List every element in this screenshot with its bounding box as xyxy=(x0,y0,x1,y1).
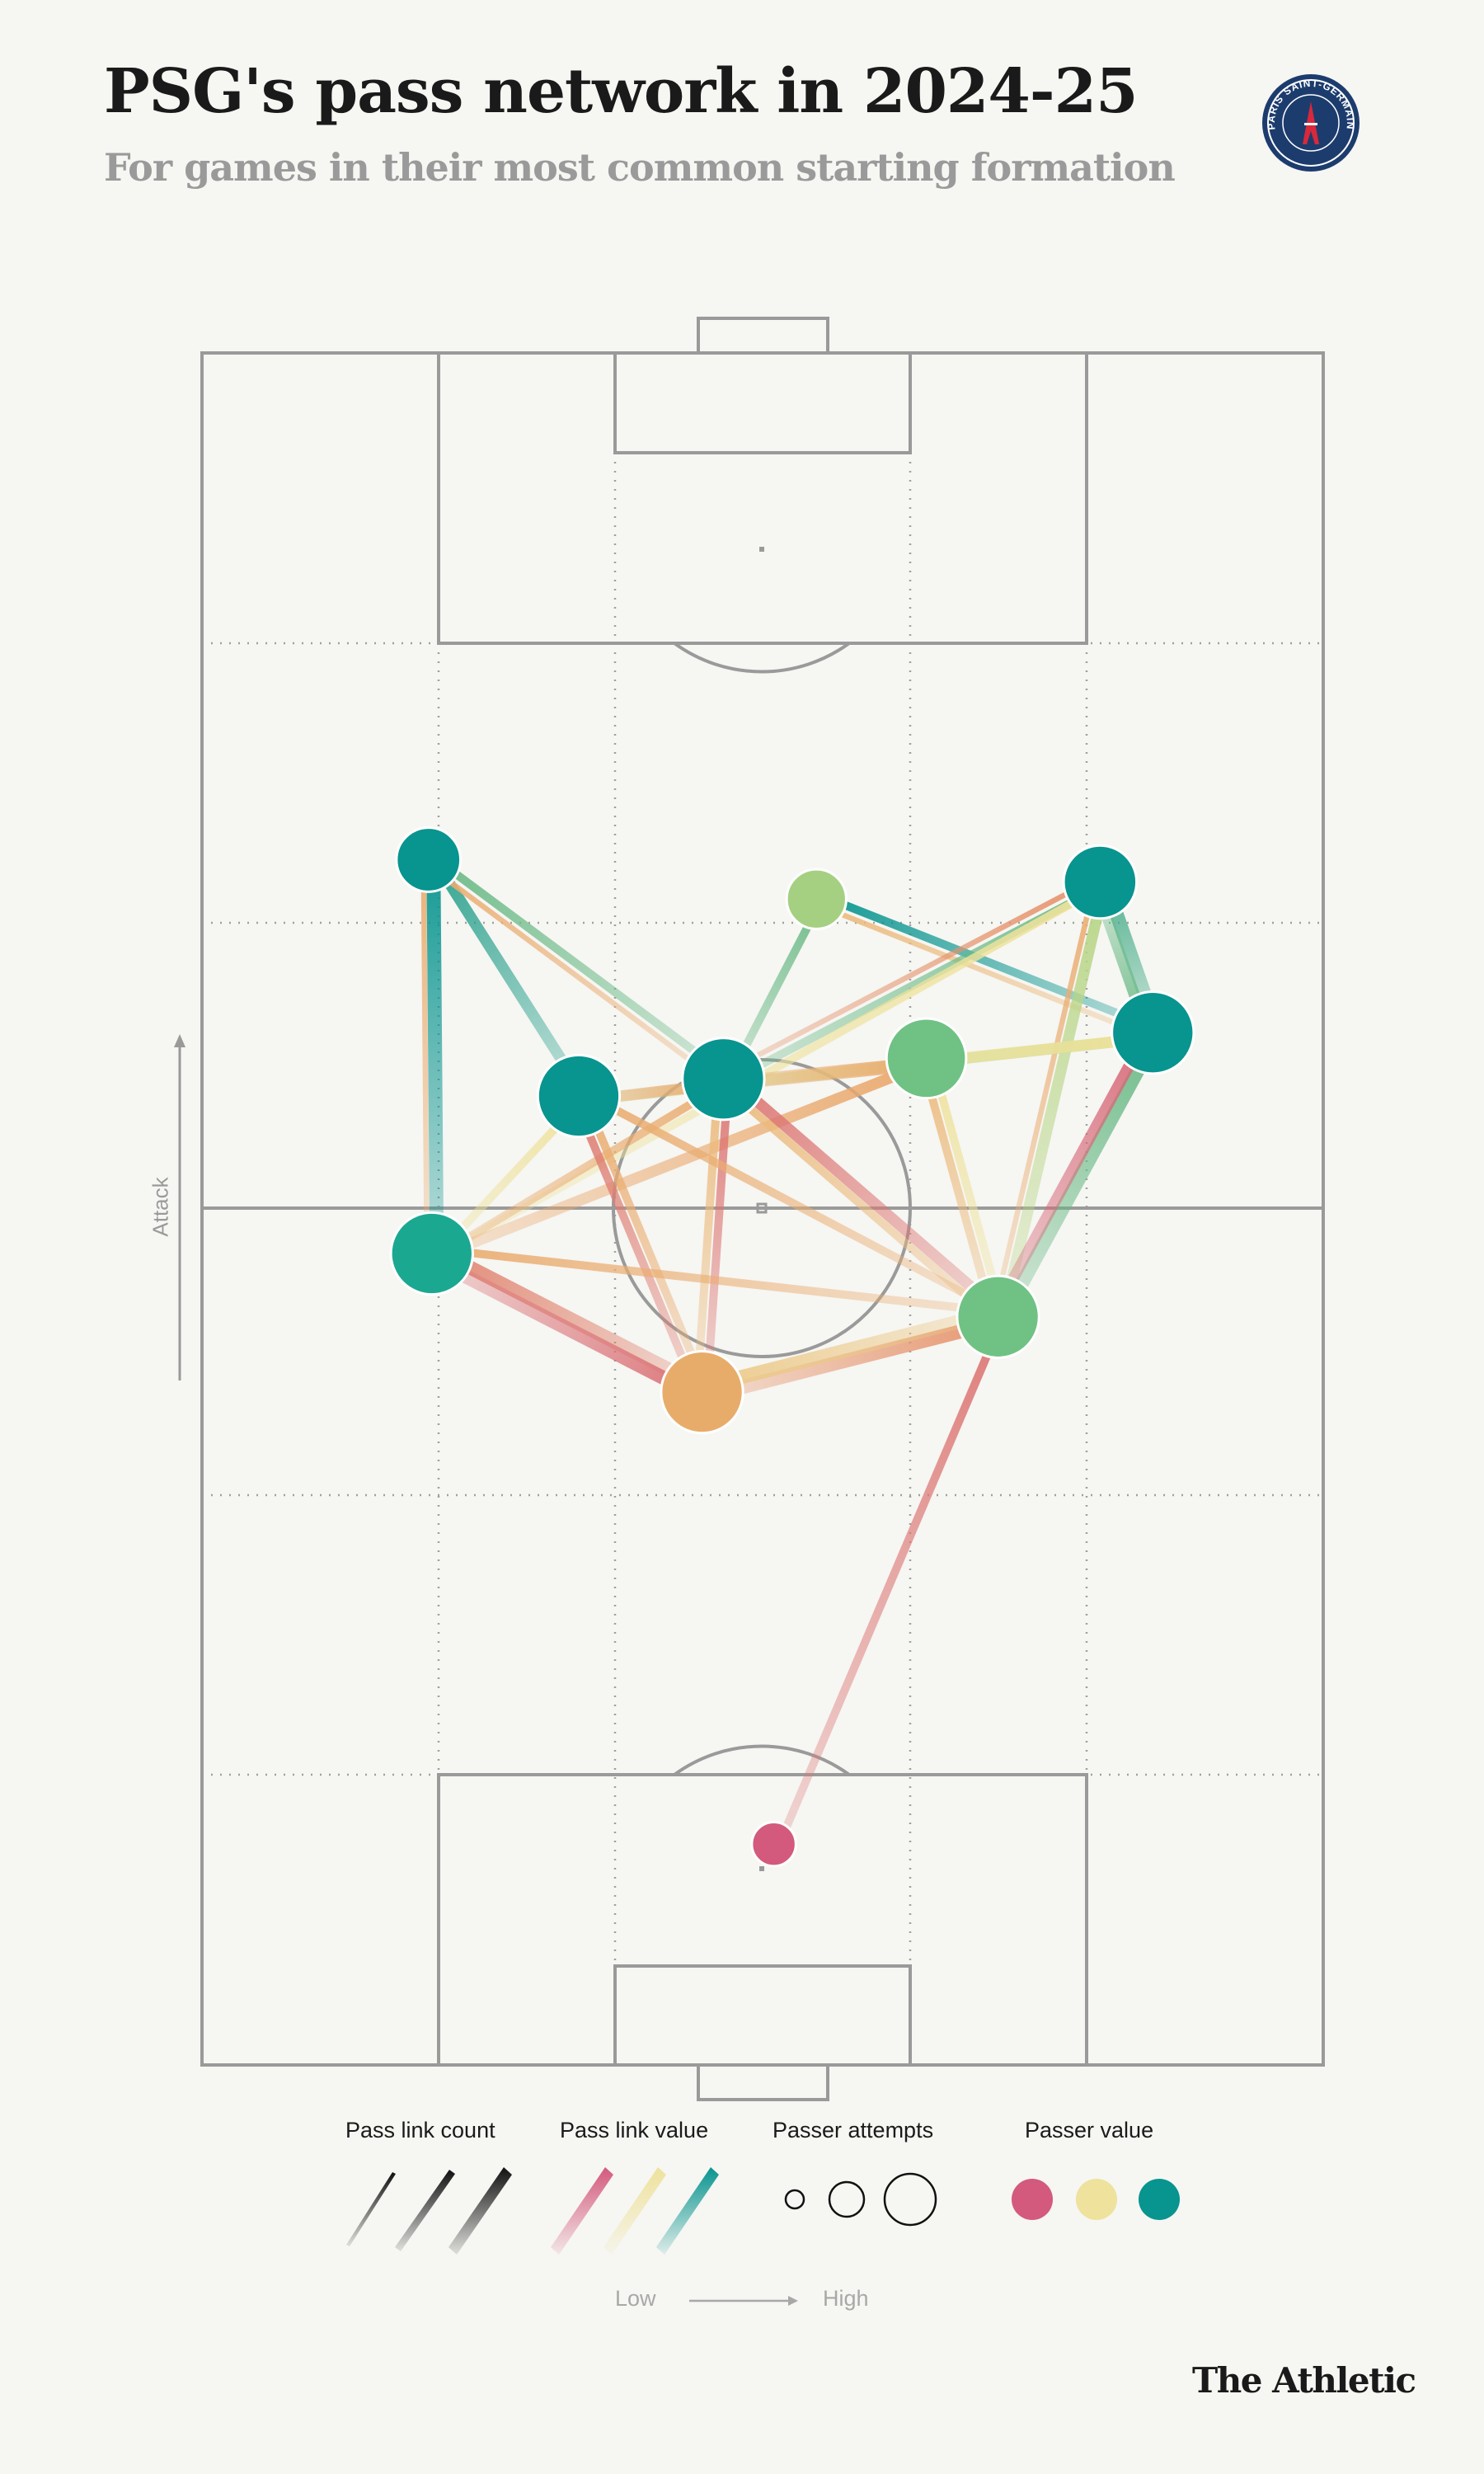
pass-link xyxy=(426,1251,703,1404)
chart-subtitle: For games in their most common starting … xyxy=(104,145,1176,190)
pass-link xyxy=(429,852,729,1079)
bottom-six-yard-box xyxy=(613,1964,912,2067)
pass-link xyxy=(431,1244,999,1316)
pass-link xyxy=(424,861,722,1085)
pass-link xyxy=(917,1058,998,1319)
legend-pass-link-count: Pass link count xyxy=(345,2118,495,2142)
pass-link xyxy=(579,1092,711,1392)
pass-link xyxy=(722,1070,1005,1318)
pass-link xyxy=(693,1078,723,1393)
pass-link xyxy=(774,1317,1007,1848)
pass-link xyxy=(813,901,1153,1040)
legend-low-label: Low xyxy=(615,2286,656,2311)
legend-passer-attempts: Passer attempts xyxy=(773,2118,934,2142)
player-node xyxy=(660,1349,744,1435)
legend-high-label: High xyxy=(823,2286,869,2311)
top-goal xyxy=(697,317,829,355)
pass-link xyxy=(420,859,430,1254)
player-node xyxy=(389,1211,474,1296)
pass-link xyxy=(927,1056,1007,1317)
legend-count-icons xyxy=(346,2167,1180,2306)
player-node xyxy=(750,1820,797,1868)
pass-link xyxy=(570,1096,702,1396)
pass-link xyxy=(428,854,588,1097)
bottom-goal xyxy=(697,2063,829,2101)
pass-link xyxy=(989,1028,1153,1318)
passer-value-low-dot xyxy=(1012,2179,1053,2220)
center-spot xyxy=(756,1202,768,1214)
pass-link xyxy=(430,1243,708,1395)
player-node xyxy=(885,1017,968,1100)
player-node xyxy=(395,826,463,893)
pass-link xyxy=(426,859,444,1253)
value-high-stroke xyxy=(656,2167,719,2255)
player-node xyxy=(956,1274,1040,1359)
player-node xyxy=(1111,990,1195,1075)
pitch-grid xyxy=(202,353,1323,2065)
value-mid-stroke xyxy=(603,2167,666,2255)
chart-title: PSG's pass network in 2024-25 xyxy=(104,56,1139,127)
center-circle xyxy=(612,1058,912,1358)
pass-link xyxy=(432,1079,729,1262)
count-low-stroke xyxy=(346,2172,396,2246)
legend-passer-value: Passer value xyxy=(1025,2118,1154,2142)
pass-link xyxy=(579,1088,1003,1316)
player-node xyxy=(681,1037,766,1122)
attempts-high-circle xyxy=(883,2172,937,2227)
count-high-stroke xyxy=(448,2167,512,2255)
count-mid-stroke xyxy=(395,2170,455,2251)
pass-link xyxy=(702,1079,733,1393)
passer-value-high-dot xyxy=(1139,2179,1180,2220)
top-penalty-arc xyxy=(673,642,851,674)
attempts-mid-circle xyxy=(828,2180,866,2218)
pass-link xyxy=(816,891,1157,1032)
pass-links xyxy=(420,852,1164,1848)
pitch xyxy=(200,317,1325,2101)
pass-link xyxy=(990,880,1098,1317)
attack-direction-label: Attack xyxy=(148,1177,173,1237)
legend-pass-link-value: Pass link value xyxy=(560,2118,709,2142)
player-node xyxy=(785,868,848,930)
attack-arrow xyxy=(174,1034,186,1380)
psg-crest-logo: PARIS SAINT-GERMAIN xyxy=(1262,74,1360,172)
pass-link xyxy=(431,1057,931,1263)
player-node xyxy=(536,1053,622,1139)
top-six-yard-box xyxy=(613,351,912,454)
attempts-low-circle xyxy=(784,2189,805,2210)
pass-link xyxy=(701,1315,1002,1404)
players xyxy=(389,826,1195,1868)
top-penalty-box xyxy=(437,351,1088,645)
pass-link xyxy=(720,875,1100,1077)
value-low-stroke xyxy=(551,2167,613,2255)
player-node xyxy=(1062,844,1139,920)
low-high-arrow xyxy=(689,2296,798,2306)
the-athletic-logo: The Athletic xyxy=(1192,2360,1416,2401)
pass-link xyxy=(996,1031,1164,1323)
pass-link xyxy=(698,1305,999,1395)
bottom-penalty-box xyxy=(437,1773,1088,2067)
passer-value-mid-dot xyxy=(1076,2179,1117,2220)
pass-link xyxy=(997,882,1111,1319)
bottom-penalty-arc xyxy=(673,1744,851,1776)
